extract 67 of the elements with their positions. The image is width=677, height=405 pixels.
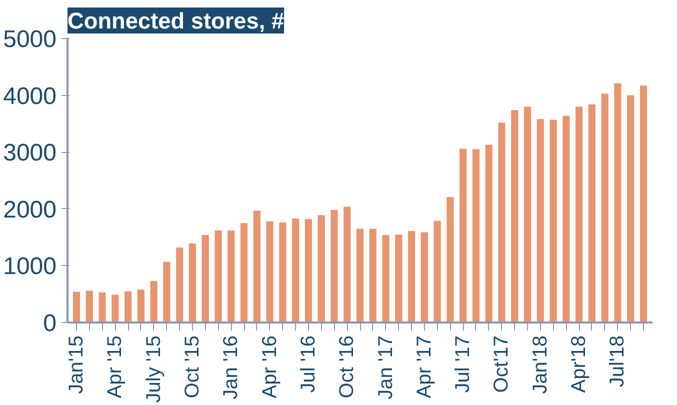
bar: [356, 228, 364, 322]
x-tick-label: Apr '17: [413, 335, 436, 398]
bar: [408, 231, 416, 322]
bar: [266, 221, 274, 322]
y-tick-label: 5000: [3, 26, 56, 53]
x-tick-label: Jan '16: [220, 335, 242, 400]
bar: [601, 94, 608, 322]
bar: [498, 122, 506, 322]
bar: [176, 248, 184, 322]
bar: [72, 292, 80, 322]
bar: [304, 219, 312, 322]
y-tick-label: 3000: [3, 140, 56, 167]
x-tick-label: Apr '15: [104, 335, 126, 398]
chart-title: Connected stores, #: [68, 8, 284, 34]
bar: [137, 290, 144, 322]
bar: [640, 86, 648, 322]
bar: [292, 218, 300, 322]
x-tick-label: Jan'18: [529, 336, 552, 394]
x-tick-label: Jul '16: [297, 336, 320, 393]
bar: [485, 144, 492, 322]
bar: [330, 210, 338, 322]
bar: [434, 220, 441, 322]
bar: [472, 149, 480, 322]
bar: [86, 290, 93, 322]
y-tick-label: 2000: [3, 196, 56, 224]
y-tick-label: 0: [43, 310, 57, 337]
x-tick-label: Apr '16: [258, 335, 281, 398]
bar: [279, 222, 286, 322]
x-tick-label: Apr'18: [568, 336, 590, 393]
x-tick-label: Oct '16: [336, 336, 358, 398]
bar: [446, 196, 454, 322]
bar: [550, 120, 557, 322]
x-tick-label: Jan'15: [66, 336, 88, 394]
y-tick-label: 1000: [3, 253, 56, 280]
bar: [240, 223, 248, 322]
bar: [562, 116, 570, 322]
bar: [150, 281, 158, 322]
x-tick-label: Jul'18: [606, 335, 629, 388]
y-tick-label: 4000: [3, 82, 56, 110]
bar: [511, 110, 518, 322]
bar: [253, 210, 260, 322]
bar: [112, 294, 119, 322]
bar: [536, 119, 544, 322]
bar: [188, 244, 196, 322]
bar: [369, 228, 376, 322]
bar: [318, 215, 325, 322]
bar: [228, 230, 235, 322]
x-tick-label: Oct'17: [490, 335, 513, 393]
bar: [614, 83, 622, 322]
bar: [163, 262, 170, 322]
bar: [395, 234, 402, 322]
x-tick-label: Jul '17: [452, 336, 474, 393]
bar: [382, 235, 390, 322]
bar: [214, 230, 222, 322]
x-tick-label: July '15: [142, 336, 165, 403]
bar: [524, 106, 532, 322]
bar: [344, 206, 351, 322]
bar: [460, 148, 467, 322]
x-tick-label: Jan '17: [374, 335, 397, 400]
bar: [420, 232, 428, 322]
x-tick-label: Oct '15: [181, 336, 204, 398]
bar: [588, 104, 596, 322]
bar: [98, 292, 106, 322]
bar: [627, 95, 634, 322]
bar: [576, 106, 583, 322]
bar: [124, 291, 132, 322]
bar: [202, 235, 209, 322]
